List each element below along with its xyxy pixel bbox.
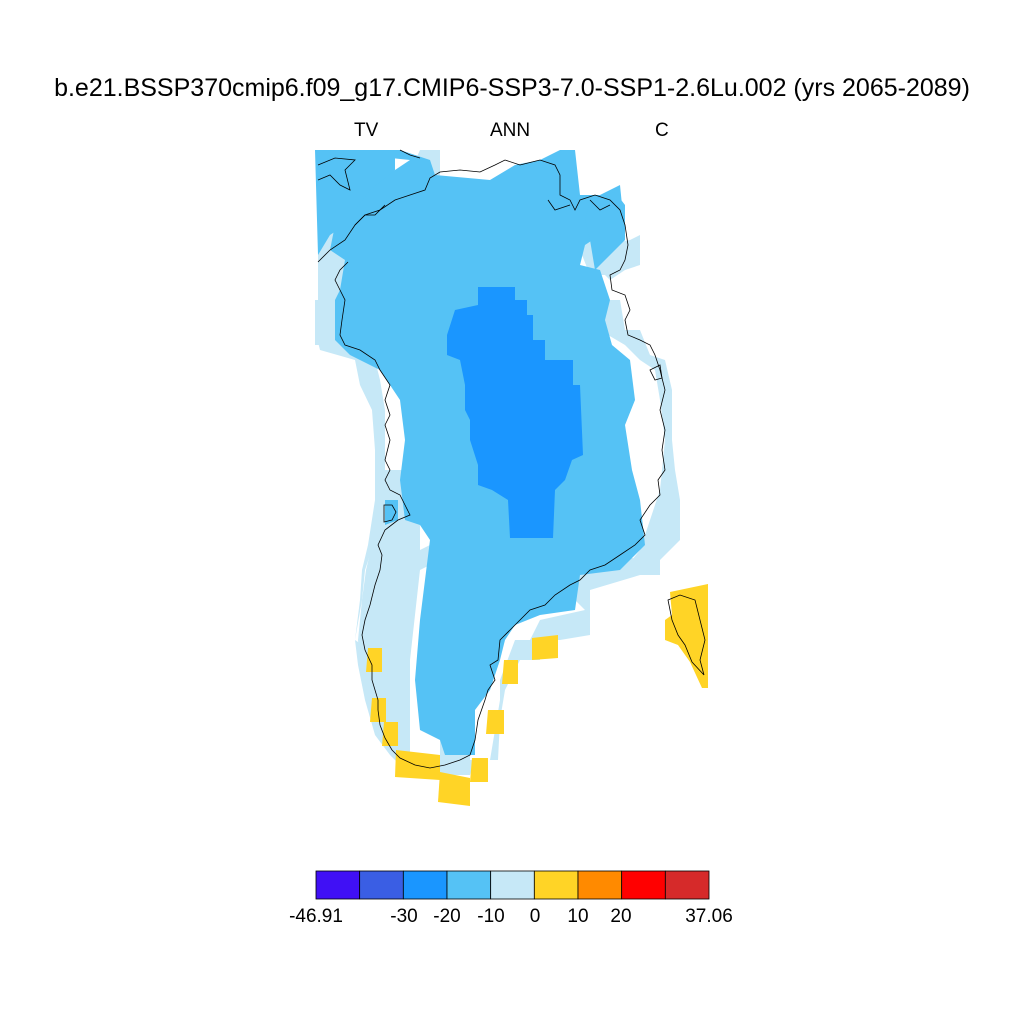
colorbar-label-max: 37.06 — [685, 906, 733, 927]
colorbar-label-minus10: -10 — [477, 906, 505, 927]
subtitle-right: C — [655, 120, 669, 141]
colorbar-box-3 — [446, 870, 492, 900]
colorbar-box-8 — [664, 870, 710, 900]
colorbar-label-minus30: -30 — [390, 906, 418, 927]
colorbar-label-zero: 0 — [529, 906, 541, 927]
colorbar-box-4 — [490, 870, 535, 900]
subtitle-left: TV — [354, 120, 379, 141]
plot-title: b.e21.BSSP370cmip6.f09_g17.CMIP6-SSP3-7.… — [54, 74, 970, 102]
colorbar-box-5 — [533, 870, 579, 900]
colorbar-box-2 — [402, 870, 448, 900]
colorbar-label-20: 20 — [610, 906, 632, 927]
colorbar-label-10: 10 — [567, 906, 589, 927]
band-minus20-to-minus30 — [447, 287, 583, 538]
colorbar-box-0 — [315, 870, 361, 900]
colorbar-box-1 — [359, 870, 404, 900]
colorbar-box-6 — [577, 870, 623, 900]
colorbar-label-min: -46.91 — [289, 906, 343, 927]
colorbar-box-7 — [621, 870, 666, 900]
subtitle-center: ANN — [490, 120, 531, 141]
coastline — [317, 149, 706, 769]
colorbar-label-minus20: -20 — [433, 906, 461, 927]
